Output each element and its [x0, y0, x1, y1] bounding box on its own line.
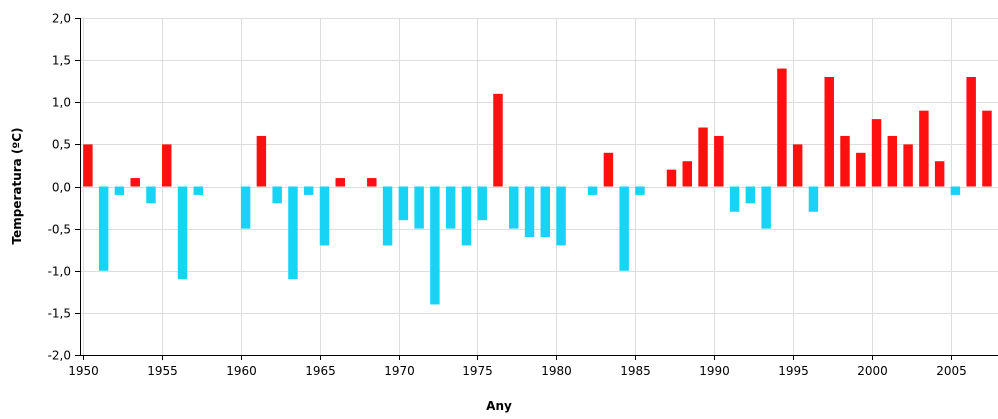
bar-1966 [335, 178, 345, 187]
x-tick-label: 1965 [305, 364, 336, 378]
y-tick-label: -1,0 [48, 265, 71, 279]
bar-series [83, 68, 992, 305]
bar-2006 [966, 76, 976, 187]
bar-1950 [83, 144, 93, 187]
bar-1977 [509, 186, 519, 229]
bar-1971 [414, 186, 424, 229]
bar-1994 [777, 68, 787, 187]
bar-1973 [445, 186, 456, 229]
y-tick-label: -2,0 [48, 349, 71, 363]
bar-1978 [524, 186, 535, 238]
x-tick-label: 1990 [699, 364, 730, 378]
bar-2001 [887, 135, 898, 187]
bar-1988 [682, 161, 692, 187]
bar-2004 [934, 161, 945, 187]
bar-1952 [114, 186, 125, 195]
y-tick-label: -0,5 [48, 223, 71, 237]
x-tick-label: 2005 [936, 364, 967, 378]
bar-1969 [382, 186, 393, 246]
bar-1954 [146, 186, 156, 204]
bar-1996 [808, 186, 819, 212]
bar-1955 [162, 144, 172, 187]
y-axis-title: Temperatura (ºC) [10, 128, 24, 245]
bar-1957 [193, 186, 204, 195]
axes [75, 18, 998, 360]
bar-1962 [272, 186, 282, 204]
bar-1998 [840, 135, 850, 187]
bar-1968 [367, 178, 377, 187]
bar-1975 [477, 186, 487, 221]
x-tick-label: 1985 [620, 364, 651, 378]
x-tick-label: 1975 [462, 364, 493, 378]
bar-1951 [98, 186, 109, 271]
bar-1974 [461, 186, 472, 246]
bar-1983 [603, 152, 614, 187]
bar-1972 [430, 186, 440, 305]
bar-2003 [919, 110, 929, 187]
bar-2007 [982, 110, 992, 187]
x-tick-label: 1995 [778, 364, 809, 378]
bar-1982 [587, 186, 598, 195]
y-tick-label: 0,5 [52, 138, 71, 152]
y-tick-label: 1,5 [52, 54, 71, 68]
bar-1956 [177, 186, 188, 280]
bar-1992 [745, 186, 756, 204]
bar-1997 [824, 76, 834, 187]
y-tick-label: 2,0 [52, 12, 71, 26]
bar-1964 [303, 186, 314, 195]
bar-1965 [319, 186, 330, 246]
bar-2000 [871, 119, 882, 187]
x-tick-label: 1955 [147, 364, 178, 378]
y-tick-label: 1,0 [52, 96, 71, 110]
bar-1993 [761, 186, 771, 229]
bar-1960 [240, 186, 251, 229]
bar-1995 [792, 144, 803, 187]
bar-1953 [130, 178, 140, 187]
bar-1991 [729, 186, 740, 212]
y-tick-label: -1,5 [48, 307, 71, 321]
x-tick-label: 1960 [226, 364, 257, 378]
bar-1963 [288, 186, 298, 280]
bar-1987 [666, 169, 677, 187]
bar-1970 [398, 186, 409, 221]
bar-1984 [619, 186, 629, 271]
bar-2002 [903, 144, 913, 187]
y-axis-tick-labels: 2,0 1,5 1,0 0,5 0,0 -0,5 -1,0 -1,5 -2,0 [48, 12, 71, 363]
x-axis-tick-labels: 1950 1955 1960 1965 1970 1975 1980 1985 1990 1995… [68, 364, 967, 378]
bar-1961 [256, 135, 267, 187]
x-tick-label: 1970 [384, 364, 415, 378]
x-axis-title: Any [486, 399, 512, 413]
y-tick-label: 0,0 [52, 181, 71, 195]
bar-1989 [698, 127, 708, 187]
x-tick-label: 1950 [68, 364, 99, 378]
x-tick-label: 2000 [857, 364, 888, 378]
x-tick-label: 1980 [541, 364, 572, 378]
bar-1980 [556, 186, 566, 246]
bar-2005 [950, 186, 961, 195]
bar-1985 [635, 186, 645, 195]
bar-1976 [493, 93, 503, 187]
bar-1979 [540, 186, 551, 238]
bar-1990 [714, 135, 724, 187]
bar-1999 [856, 152, 866, 187]
